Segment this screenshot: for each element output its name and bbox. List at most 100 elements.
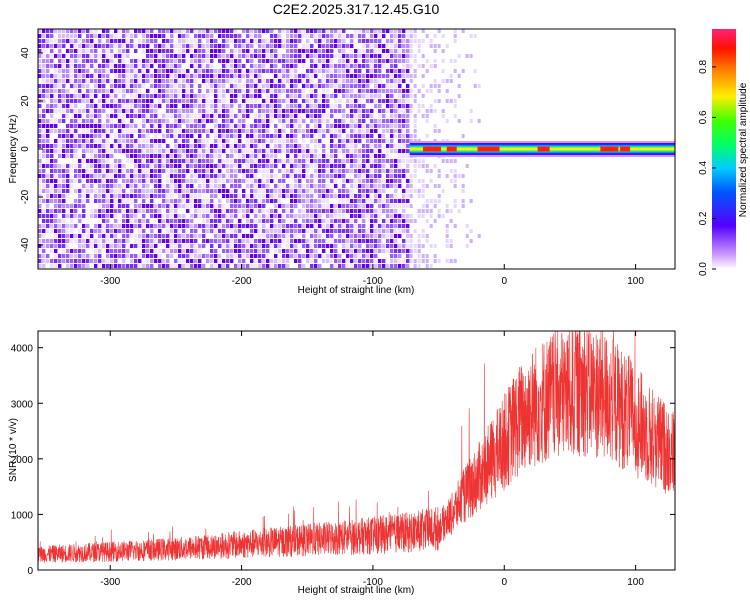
noise-cell: [382, 259, 386, 263]
noise-cell: [86, 239, 90, 243]
noise-cell: [449, 179, 453, 183]
noise-cell: [326, 119, 330, 123]
noise-cell: [449, 219, 453, 223]
noise-cell: [266, 194, 270, 198]
noise-cell: [118, 119, 122, 123]
noise-cell: [270, 79, 274, 83]
noise-cell: [254, 64, 258, 68]
noise-cell: [433, 164, 437, 168]
noise-cell: [382, 204, 386, 208]
noise-cell: [258, 199, 262, 203]
noise-cell: [294, 49, 298, 53]
noise-cell: [230, 169, 234, 173]
noise-cell: [413, 249, 417, 253]
noise-cell: [425, 209, 429, 213]
noise-cell: [94, 109, 98, 113]
noise-cell: [266, 174, 270, 178]
noise-cell: [154, 144, 158, 148]
noise-cell: [366, 69, 370, 73]
noise-cell: [142, 39, 146, 43]
noise-cell: [314, 174, 318, 178]
noise-cell: [250, 144, 254, 148]
noise-cell: [198, 204, 202, 208]
noise-cell: [417, 189, 421, 193]
noise-cell: [398, 164, 402, 168]
noise-cell: [178, 149, 182, 153]
noise-cell: [338, 54, 342, 58]
noise-cell: [406, 114, 410, 118]
noise-cell: [338, 254, 342, 258]
noise-cell: [290, 219, 294, 223]
noise-cell: [398, 109, 402, 113]
noise-cell: [114, 74, 118, 78]
noise-cell: [138, 234, 142, 238]
noise-cell: [146, 149, 150, 153]
noise-cell: [54, 84, 58, 88]
noise-cell: [102, 219, 106, 223]
noise-cell: [298, 259, 302, 263]
noise-cell: [238, 239, 242, 243]
noise-cell: [122, 84, 126, 88]
noise-cell: [282, 79, 286, 83]
noise-cell: [130, 139, 134, 143]
noise-cell: [110, 259, 114, 263]
noise-cell: [42, 244, 46, 248]
noise-cell: [106, 149, 110, 153]
noise-cell: [138, 229, 142, 233]
noise-cell: [110, 114, 114, 118]
noise-cell: [118, 69, 122, 73]
noise-cell: [302, 214, 306, 218]
noise-cell: [354, 254, 358, 258]
noise-cell: [150, 59, 154, 63]
noise-cell: [242, 224, 246, 228]
noise-cell: [234, 69, 238, 73]
noise-cell: [178, 44, 182, 48]
noise-cell: [350, 194, 354, 198]
noise-cell: [130, 264, 134, 268]
noise-cell: [366, 209, 370, 213]
noise-cell: [338, 104, 342, 108]
noise-cell: [386, 59, 390, 63]
noise-cell: [130, 219, 134, 223]
noise-cell: [274, 89, 278, 93]
noise-cell: [142, 84, 146, 88]
noise-cell: [106, 199, 110, 203]
noise-cell: [186, 89, 190, 93]
noise-cell: [74, 114, 78, 118]
noise-cell: [425, 234, 429, 238]
noise-cell: [266, 144, 270, 148]
noise-cell: [358, 174, 362, 178]
noise-cell: [78, 69, 82, 73]
noise-cell: [158, 229, 162, 233]
noise-cell: [425, 89, 429, 93]
noise-cell: [142, 124, 146, 128]
noise-cell: [322, 134, 326, 138]
noise-cell: [114, 99, 118, 103]
noise-cell: [242, 264, 246, 268]
noise-cell: [409, 219, 413, 223]
noise-cell: [334, 54, 338, 58]
noise-cell: [46, 174, 50, 178]
noise-cell: [170, 199, 174, 203]
noise-cell: [417, 239, 421, 243]
noise-cell: [106, 254, 110, 258]
noise-cell: [82, 139, 86, 143]
noise-cell: [126, 84, 130, 88]
noise-cell: [194, 204, 198, 208]
noise-cell: [126, 89, 130, 93]
noise-cell: [230, 234, 234, 238]
noise-cell: [378, 179, 382, 183]
noise-cell: [382, 74, 386, 78]
noise-cell: [398, 129, 402, 133]
noise-cell: [126, 104, 130, 108]
noise-cell: [74, 174, 78, 178]
noise-cell: [294, 214, 298, 218]
noise-cell: [326, 49, 330, 53]
noise-cell: [298, 54, 302, 58]
noise-cell: [314, 259, 318, 263]
noise-cell: [162, 64, 166, 68]
noise-cell: [130, 104, 134, 108]
colorbar-tick-label: 0.4: [698, 161, 709, 175]
noise-cell: [382, 119, 386, 123]
noise-cell: [246, 149, 250, 153]
